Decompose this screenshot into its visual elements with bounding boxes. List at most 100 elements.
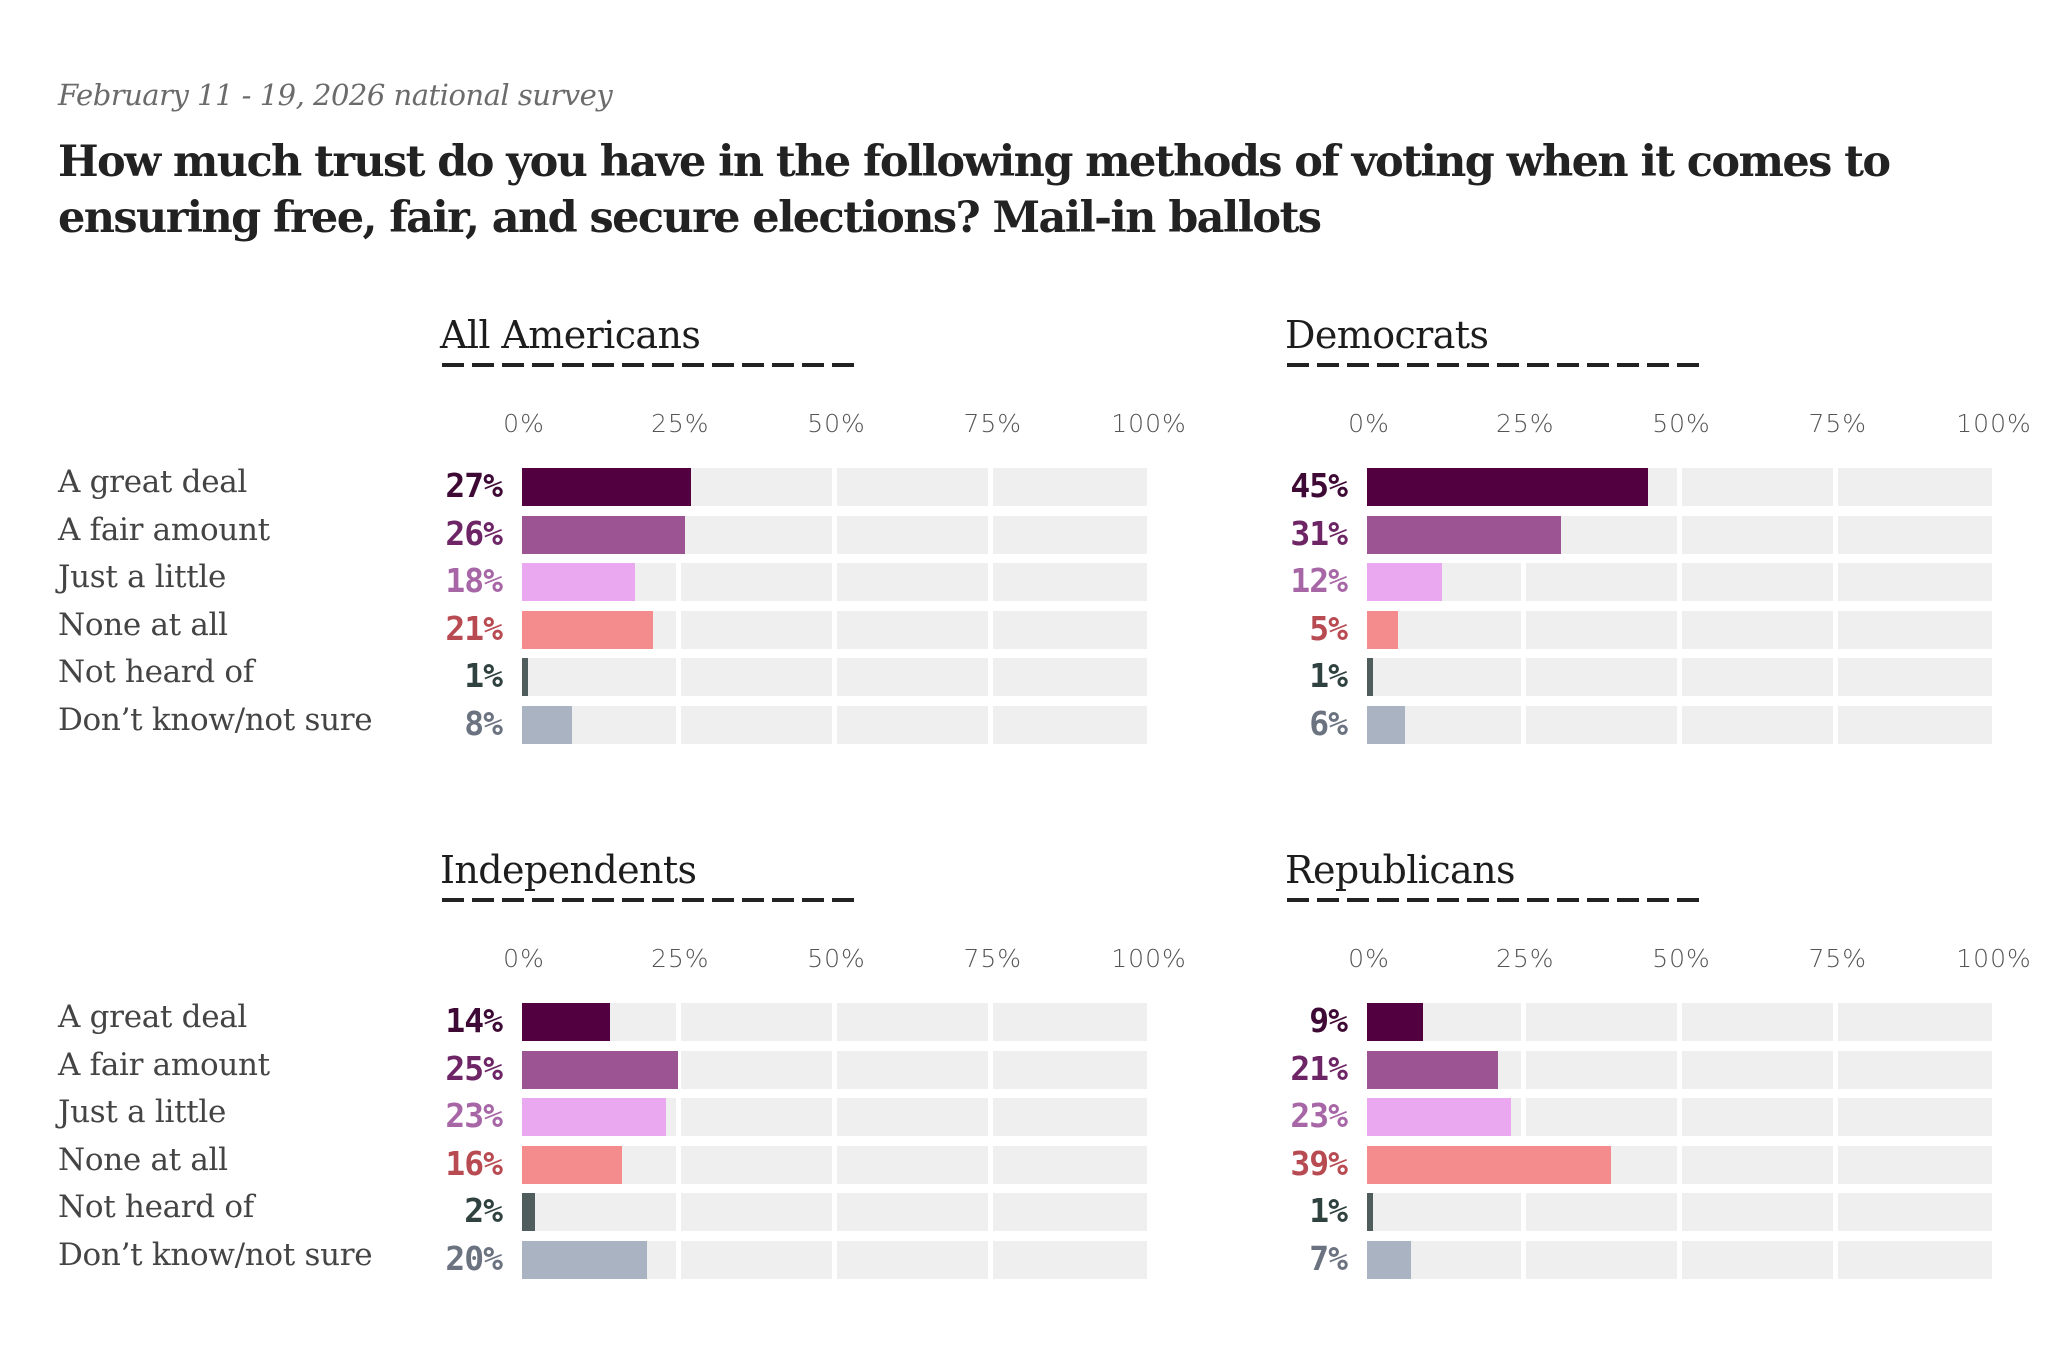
bar-track — [1367, 658, 1992, 697]
gridline-segment — [1838, 563, 1992, 602]
bar-all-americans-4[interactable] — [522, 658, 529, 697]
value-label: 27% — [445, 466, 503, 505]
x-tick-label: 75% — [963, 944, 1023, 973]
bar-independents-0[interactable] — [522, 1003, 610, 1041]
x-tick-label: 0% — [503, 409, 545, 438]
bar-all-americans-0[interactable] — [522, 468, 691, 506]
bar-republicans-3[interactable] — [1367, 1145, 1611, 1184]
bar-track — [522, 1050, 1147, 1089]
category-label: Just a little — [58, 559, 227, 596]
gridline-segment — [1525, 1193, 1677, 1232]
bar-independents-5[interactable] — [522, 1241, 647, 1279]
bar-democrats-4[interactable] — [1367, 658, 1374, 697]
bar-track — [522, 1098, 1147, 1137]
gridline-segment — [680, 1193, 832, 1232]
panel-heading-dashed-underline — [442, 363, 858, 367]
x-tick-label: 25% — [650, 409, 710, 438]
bar-democrats-1[interactable] — [1367, 515, 1561, 554]
value-label: 9% — [1309, 1001, 1348, 1040]
gridline-segment — [993, 1050, 1147, 1089]
panel-republicans: Republicans 0% 25% 50% 75% 100% 9% 21% 23% 39% 1% 7… — [0, 848, 2048, 1308]
chart-title: How much trust do you have in the follow… — [58, 137, 1891, 243]
bar-all-americans-1[interactable] — [522, 515, 685, 554]
gridline-segment — [1525, 563, 1677, 602]
bar-track — [522, 610, 1147, 649]
x-tick-label: 25% — [1495, 409, 1555, 438]
panel-heading-dashed-underline — [442, 898, 858, 902]
bar-track — [1367, 706, 1992, 744]
value-label: 21% — [1290, 1048, 1348, 1088]
bar-independents-1[interactable] — [522, 1050, 679, 1089]
gridline-segment — [993, 1098, 1147, 1137]
gridline-segment — [522, 1193, 676, 1232]
gridline-segment — [680, 610, 832, 649]
value-label: 7% — [1309, 1239, 1348, 1278]
x-tick-label: 100% — [1956, 944, 2032, 973]
bar-track — [1367, 468, 1992, 506]
bar-independents-3[interactable] — [522, 1145, 622, 1184]
bar-republicans-1[interactable] — [1367, 1050, 1499, 1089]
bar-track — [522, 468, 1147, 506]
bar-track — [522, 1241, 1147, 1279]
bar-track — [1367, 563, 1992, 602]
bar-republicans-5[interactable] — [1367, 1241, 1411, 1279]
panel-heading: Democrats — [1285, 313, 1489, 357]
x-tick-label: 50% — [807, 409, 866, 438]
value-label: 5% — [1309, 608, 1348, 648]
value-label: 18% — [445, 561, 503, 601]
bar-track — [1367, 1003, 1992, 1041]
gridline-segment — [993, 658, 1147, 697]
bar-democrats-5[interactable] — [1367, 706, 1405, 744]
gridline-segment — [837, 1241, 989, 1279]
bar-democrats-2[interactable] — [1367, 563, 1442, 602]
bar-track — [522, 563, 1147, 602]
x-tick-label: 50% — [807, 944, 866, 973]
bar-all-americans-3[interactable] — [522, 610, 654, 649]
gridline-segment — [680, 1003, 832, 1041]
x-tick-label: 0% — [1348, 409, 1390, 438]
category-label: A great deal — [58, 464, 248, 500]
gridline-segment — [993, 1241, 1147, 1279]
gridline-segment — [993, 1003, 1147, 1041]
gridline-segment — [1682, 468, 1834, 506]
category-label: Not heard of — [58, 654, 254, 691]
gridline-segment — [1682, 515, 1834, 554]
category-label: Just a little — [58, 1094, 227, 1131]
x-tick-label: 0% — [503, 944, 545, 973]
value-label: 26% — [445, 513, 503, 553]
gridline-segment — [1838, 610, 1992, 649]
bar-independents-2[interactable] — [522, 1098, 666, 1137]
gridline-segment — [1525, 610, 1677, 649]
bar-republicans-0[interactable] — [1367, 1003, 1424, 1041]
bar-track — [522, 1145, 1147, 1184]
gridline-segment — [837, 1003, 989, 1041]
category-label: A fair amount — [58, 1046, 270, 1083]
value-label: 2% — [464, 1191, 503, 1231]
gridline-segment — [1682, 706, 1834, 744]
gridline-segment — [1525, 1003, 1677, 1041]
gridline-segment — [1682, 1003, 1834, 1041]
panel-heading: Republicans — [1285, 848, 1515, 892]
gridline-segment — [680, 1145, 832, 1184]
bar-track — [1367, 1193, 1992, 1232]
bar-track — [1367, 610, 1992, 649]
gridline-segment — [1525, 1050, 1677, 1089]
value-label: 23% — [445, 1096, 503, 1136]
x-tick-label: 50% — [1652, 944, 1711, 973]
bar-all-americans-2[interactable] — [522, 563, 635, 602]
gridline-segment — [993, 468, 1147, 506]
bar-republicans-2[interactable] — [1367, 1098, 1511, 1137]
bar-independents-4[interactable] — [522, 1193, 535, 1232]
bar-democrats-0[interactable] — [1367, 468, 1649, 506]
bar-democrats-3[interactable] — [1367, 610, 1399, 649]
gridline-segment — [993, 706, 1147, 744]
bar-republicans-4[interactable] — [1367, 1193, 1374, 1232]
panel-independents: Independents 0% 25% 50% 75% 100% A great deal 1… — [0, 848, 2048, 1308]
value-label: 45% — [1290, 466, 1348, 505]
gridline-segment — [1838, 468, 1992, 506]
gridline-segment — [837, 610, 989, 649]
x-tick-label: 50% — [1652, 409, 1711, 438]
bar-all-americans-5[interactable] — [522, 706, 572, 744]
gridline-segment — [1838, 706, 1992, 744]
value-label: 23% — [1290, 1096, 1348, 1136]
